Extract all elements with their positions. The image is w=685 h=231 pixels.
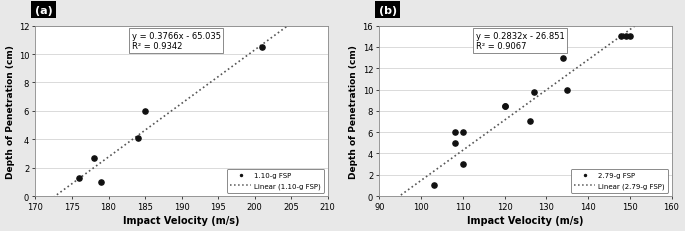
Point bbox=[558, 57, 569, 60]
X-axis label: Impact Velocity (m/s): Impact Velocity (m/s) bbox=[123, 216, 240, 225]
Point bbox=[132, 136, 143, 140]
Text: (b): (b) bbox=[379, 6, 397, 15]
Point bbox=[458, 163, 469, 166]
Y-axis label: Depth of Penetration (cm): Depth of Penetration (cm) bbox=[5, 45, 14, 178]
Text: y = 0.3766x - 65.035
R² = 0.9342: y = 0.3766x - 65.035 R² = 0.9342 bbox=[132, 32, 221, 51]
Point bbox=[528, 90, 539, 94]
Point bbox=[74, 176, 85, 180]
Point bbox=[458, 131, 469, 134]
Point bbox=[96, 180, 107, 184]
Point bbox=[449, 131, 460, 134]
Point bbox=[449, 141, 460, 145]
Point bbox=[428, 184, 439, 187]
X-axis label: Impact Velocity (m/s): Impact Velocity (m/s) bbox=[467, 216, 584, 225]
Text: (a): (a) bbox=[35, 6, 53, 15]
Legend: 1.10-g FSP, Linear (1.10-g FSP): 1.10-g FSP, Linear (1.10-g FSP) bbox=[227, 169, 324, 193]
Point bbox=[524, 120, 535, 124]
Point bbox=[499, 104, 510, 108]
Point bbox=[256, 46, 267, 50]
Legend: 2.79-g FSP, Linear (2.79-g FSP): 2.79-g FSP, Linear (2.79-g FSP) bbox=[571, 169, 668, 193]
Text: y = 0.2832x - 26.851
R² = 0.9067: y = 0.2832x - 26.851 R² = 0.9067 bbox=[476, 32, 564, 51]
Y-axis label: Depth of Penetration (cm): Depth of Penetration (cm) bbox=[349, 45, 358, 178]
Point bbox=[562, 88, 573, 92]
Point bbox=[140, 109, 151, 113]
Point bbox=[616, 35, 627, 39]
Point bbox=[88, 156, 99, 160]
Point bbox=[499, 104, 510, 108]
Point bbox=[620, 35, 631, 39]
Point bbox=[624, 35, 635, 39]
